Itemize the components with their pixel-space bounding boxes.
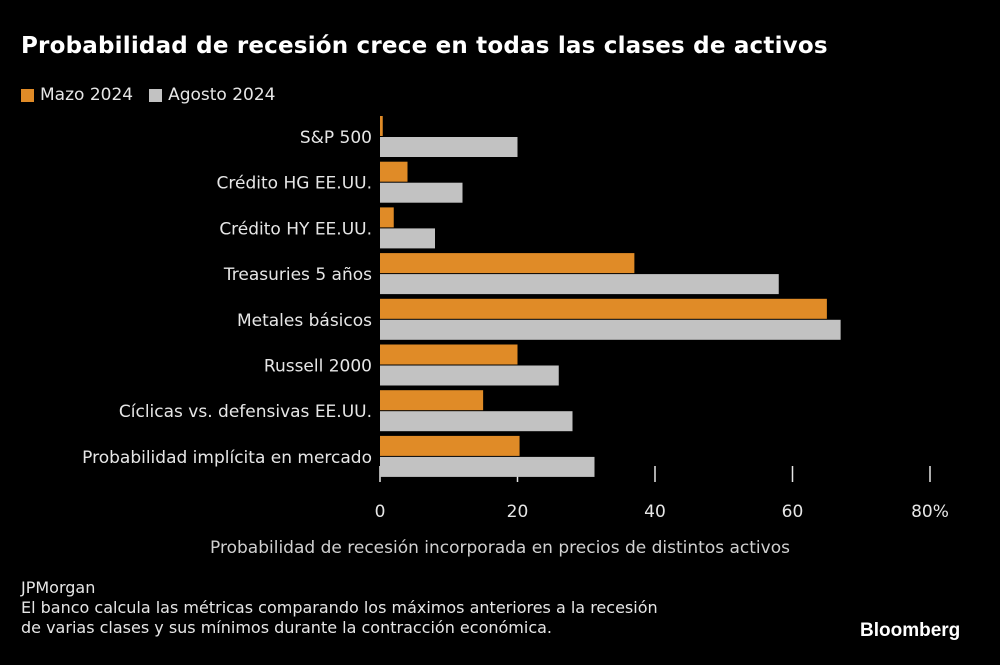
bar: [380, 435, 520, 456]
x-axis-label: Probabilidad de recesión incorporada en …: [210, 538, 790, 558]
legend-item-mazo: Mazo 2024: [21, 85, 133, 105]
bar: [380, 365, 559, 386]
y-category-label: Cíclicas vs. defensivas EE.UU.: [119, 402, 372, 422]
bar: [380, 207, 394, 228]
bar: [380, 137, 518, 157]
bar: [380, 456, 595, 477]
bar: [380, 228, 435, 249]
legend: Mazo 2024 Agosto 2024: [21, 85, 276, 105]
legend-swatch: [149, 88, 163, 102]
x-tick-label: 60: [782, 502, 804, 522]
y-category-label: Metales básicos: [237, 311, 372, 331]
bar: [380, 319, 841, 340]
source-note: JPMorgan El banco calcula las métricas c…: [21, 578, 658, 638]
y-category-label: Crédito HG EE.UU.: [217, 174, 372, 194]
x-tick-label: 40: [644, 502, 666, 522]
bar: [380, 411, 573, 432]
legend-label: Agosto 2024: [168, 85, 276, 105]
y-category-label: S&P 500: [300, 128, 372, 148]
x-tick-label: 20: [507, 502, 529, 522]
bloomberg-logo: Bloomberg: [860, 620, 961, 641]
note-line: de varias clases y sus mínimos durante l…: [21, 618, 552, 637]
bar: [380, 116, 383, 136]
legend-item-agosto: Agosto 2024: [149, 85, 276, 105]
y-category-label: Crédito HY EE.UU.: [219, 219, 372, 239]
bar: [380, 253, 635, 274]
x-tick-label: 0: [375, 502, 386, 522]
bar: [380, 161, 408, 182]
legend-swatch: [21, 88, 34, 102]
y-category-label: Probabilidad implícita en mercado: [82, 448, 372, 468]
x-tick-label: 80%: [911, 502, 949, 522]
bar: [380, 344, 518, 365]
chart-title: Probabilidad de recesión crece en todas …: [21, 33, 828, 59]
y-category-label: Russell 2000: [264, 357, 372, 377]
note-line: El banco calcula las métricas comparando…: [21, 598, 658, 617]
bar: [380, 182, 463, 203]
y-category-label: Treasuries 5 años: [223, 265, 372, 285]
bar: [380, 390, 484, 411]
source: JPMorgan: [21, 578, 96, 597]
legend-label: Mazo 2024: [40, 85, 134, 105]
bar: [380, 274, 779, 295]
bar: [380, 298, 827, 319]
